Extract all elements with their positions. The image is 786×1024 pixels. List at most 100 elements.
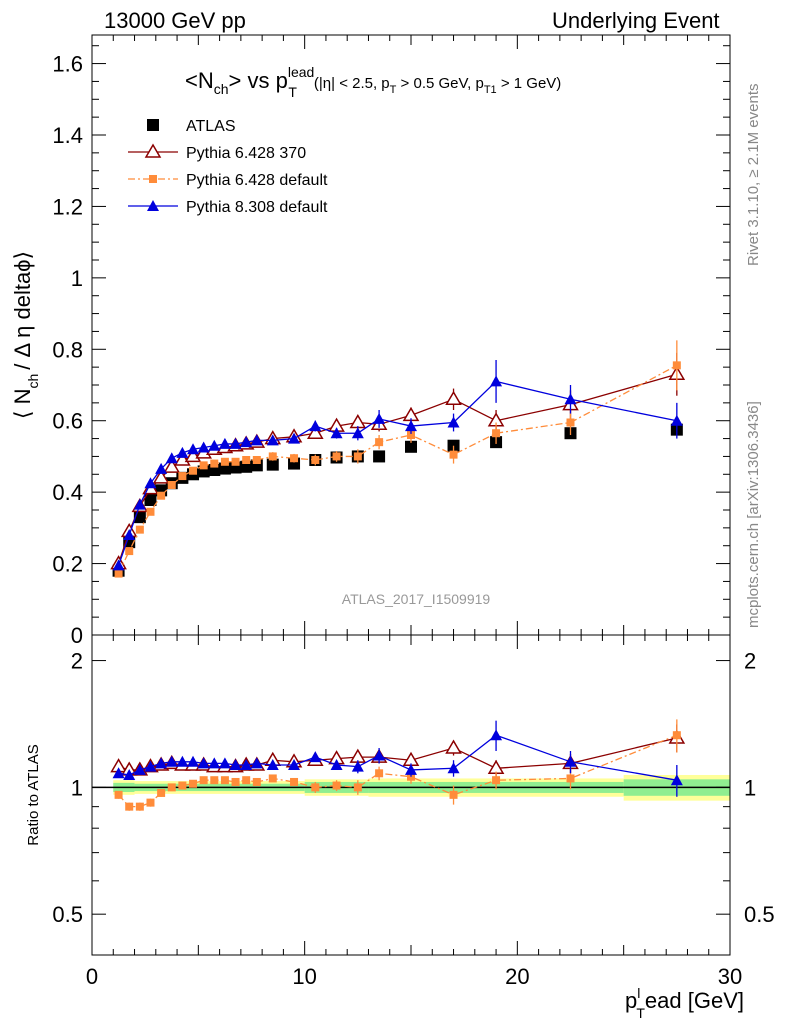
- data-point: [490, 375, 503, 387]
- x-tick-label: 20: [505, 964, 529, 989]
- data-point: [288, 759, 301, 771]
- data-point: [375, 769, 384, 778]
- data-point: [199, 461, 208, 470]
- data-point: [564, 755, 577, 767]
- data-point: [672, 361, 681, 370]
- data-point: [167, 783, 176, 792]
- data-point: [146, 798, 155, 807]
- data-point: [165, 452, 178, 464]
- x-tick-label: 30: [718, 964, 742, 989]
- data-point: [351, 760, 364, 772]
- data-point: [144, 494, 157, 506]
- data-point: [447, 416, 460, 428]
- legend: ATLAS Pythia 6.428 370 Pythia 6.428 defaul…: [128, 118, 328, 216]
- data-point: [197, 441, 210, 453]
- data-point: [449, 450, 458, 459]
- y-tick-label: 0: [71, 623, 83, 648]
- data-point: [187, 443, 200, 455]
- data-point: [163, 458, 181, 473]
- legend-entry: Pythia 6.428 370: [128, 143, 306, 162]
- y-tick-label: 0.6: [52, 409, 83, 434]
- y-tick-label: 1.4: [52, 123, 83, 148]
- y-tick-label: 1: [71, 775, 83, 800]
- y-tick-label: 0.4: [52, 480, 83, 505]
- data-point: [210, 776, 219, 785]
- data-point: [242, 776, 251, 785]
- data-point: [220, 457, 229, 466]
- y-tick-label: 1: [71, 266, 83, 291]
- data-point: [112, 559, 125, 571]
- data-point: [268, 452, 277, 461]
- data-point: [123, 529, 136, 540]
- header-right: Underlying Event: [552, 8, 720, 33]
- data-point: [332, 452, 341, 461]
- legend-entry: Pythia 8.308 default: [128, 199, 328, 216]
- data-point: [149, 175, 157, 183]
- data-point: [290, 454, 299, 463]
- data-point: [231, 457, 240, 466]
- data-point: [375, 438, 384, 447]
- analysis-watermark: ATLAS_2017_I1509919: [342, 591, 491, 607]
- data-point: [670, 414, 683, 426]
- x-tick-label: 0: [86, 964, 98, 989]
- data-point: [176, 755, 189, 767]
- data-point: [133, 498, 146, 510]
- data-point: [672, 731, 681, 740]
- data-point: [566, 774, 575, 783]
- data-point: [112, 767, 125, 779]
- data-point: [447, 762, 460, 774]
- chart-title: <Nch> vs plead T (|η| < 2.5, pT > 0.5 GeV,…: [185, 64, 561, 100]
- y-axis-label-ratio: Ratio to ATLAS: [25, 744, 42, 845]
- y-tick-label-right: 2: [744, 649, 756, 674]
- data-point: [290, 777, 299, 786]
- data-point: [490, 729, 503, 741]
- data-point: [187, 755, 200, 767]
- data-point: [250, 434, 263, 446]
- legend-label: Pythia 6.428 default: [186, 172, 328, 189]
- data-point: [373, 749, 386, 761]
- series-pythia-8-308-default: [112, 360, 683, 571]
- x-ticks: 0 10 20 30: [86, 35, 742, 989]
- data-point: [566, 418, 575, 427]
- data-point: [268, 774, 277, 783]
- series-pythia-6-428-370: [110, 352, 686, 570]
- data-point: [252, 456, 261, 464]
- legend-entry: Pythia 6.428 default: [128, 172, 328, 189]
- data-point: [147, 200, 159, 211]
- data-point: [405, 440, 417, 453]
- data-point: [330, 759, 343, 771]
- data-point: [133, 511, 146, 524]
- data-point: [240, 436, 253, 448]
- data-point: [306, 424, 324, 439]
- data-point: [240, 759, 253, 771]
- y-tick-label: 1.2: [52, 194, 83, 219]
- y-tick-label-right: 0.5: [744, 902, 775, 927]
- data-point: [229, 437, 242, 449]
- data-point: [407, 431, 415, 439]
- ratio-series-pythia-8-308-default: [112, 720, 683, 797]
- legend-label: Pythia 6.428 370: [186, 145, 306, 162]
- y-axis-label-main: ⟨ Nch/ Δ η deltaϕ⟩: [10, 251, 41, 419]
- data-point: [445, 739, 462, 754]
- data-point: [353, 452, 362, 461]
- data-point: [157, 788, 166, 797]
- data-point: [197, 757, 210, 769]
- data-point: [373, 412, 386, 424]
- data-point: [311, 456, 320, 464]
- data-point: [309, 751, 322, 763]
- data-point: [330, 427, 343, 439]
- data-point: [133, 763, 146, 775]
- y-tick-label-right: 1: [744, 775, 756, 800]
- x-axis-label: pl Tead [GeV]: [625, 985, 744, 1021]
- data-point: [250, 757, 263, 769]
- data-point: [123, 768, 136, 780]
- data-point: [189, 779, 198, 788]
- data-point: [220, 776, 229, 785]
- data-point: [353, 783, 362, 792]
- ratio-series-pythia-6-428-370: [110, 724, 686, 777]
- data-point: [445, 390, 462, 406]
- data-point: [218, 437, 231, 449]
- header-left: 13000 GeV pp: [104, 8, 246, 33]
- data-point: [252, 777, 261, 786]
- data-point: [266, 458, 279, 471]
